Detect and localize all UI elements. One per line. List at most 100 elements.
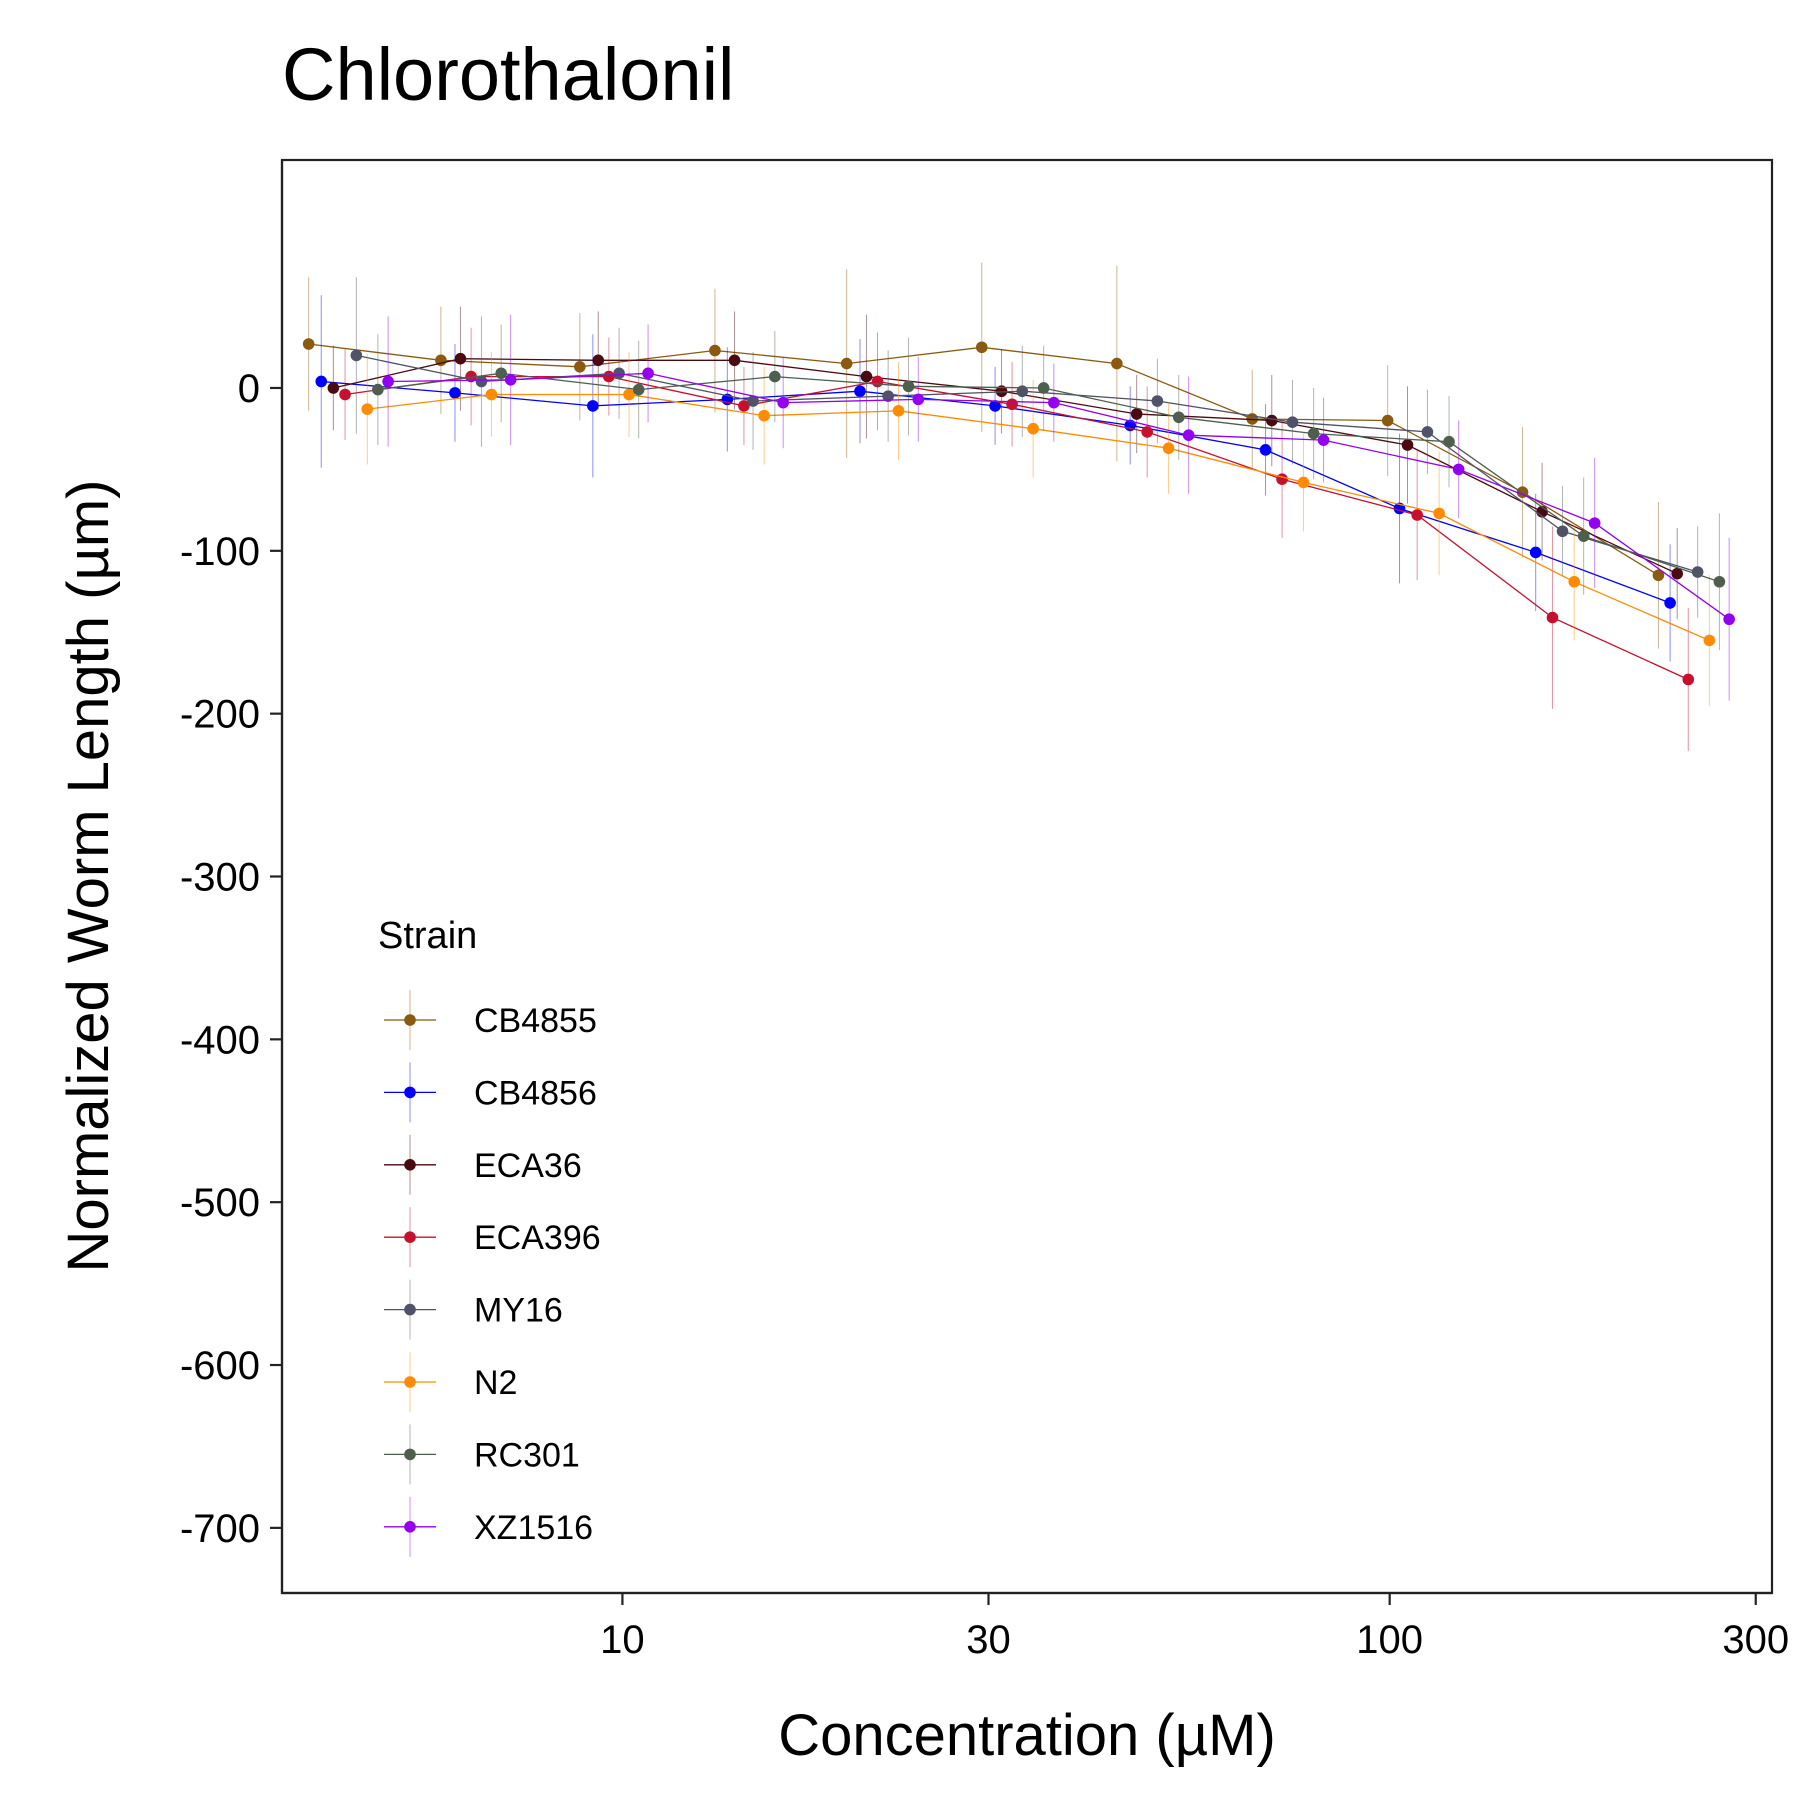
data-point xyxy=(1713,575,1726,588)
data-point xyxy=(892,404,905,417)
data-point xyxy=(435,354,447,367)
legend-item-xz1516: XZ1516 xyxy=(384,1496,593,1557)
legend-label: RC301 xyxy=(474,1436,580,1474)
legend-item-cb4856: CB4856 xyxy=(384,1062,597,1123)
data-point xyxy=(989,400,1001,412)
series-line xyxy=(345,375,1689,681)
legend-point-key xyxy=(404,1086,416,1099)
data-point xyxy=(350,349,363,362)
data-point xyxy=(485,388,498,401)
data-point xyxy=(1286,416,1299,428)
data-point xyxy=(1141,426,1153,438)
data-point xyxy=(449,387,461,399)
data-point xyxy=(995,385,1008,398)
data-point xyxy=(1411,509,1423,521)
legend-label: ECA36 xyxy=(474,1147,582,1185)
y-tick-label: -400 xyxy=(180,1018,260,1062)
y-tick-label: -200 xyxy=(180,693,260,737)
data-point xyxy=(613,367,625,380)
data-point xyxy=(1037,382,1050,394)
series-line xyxy=(321,380,1671,604)
data-point xyxy=(623,388,635,401)
series-layer xyxy=(302,262,1735,752)
x-tick-label: 100 xyxy=(1356,1618,1423,1662)
data-point xyxy=(372,383,384,396)
data-point xyxy=(1529,546,1542,559)
legend-item-rc301: RC301 xyxy=(384,1424,580,1485)
legend-label: N2 xyxy=(474,1364,517,1402)
data-point xyxy=(382,375,394,388)
legend-item-n2: N2 xyxy=(384,1352,517,1412)
legend-point-key xyxy=(404,1231,416,1243)
data-point xyxy=(1652,569,1665,582)
data-point xyxy=(1259,444,1272,456)
series-rc301 xyxy=(372,324,1726,651)
data-point xyxy=(1006,398,1018,411)
data-point xyxy=(1172,411,1185,424)
data-point xyxy=(1443,435,1455,448)
legend-label: XZ1516 xyxy=(474,1509,593,1547)
data-point xyxy=(587,400,599,412)
data-point xyxy=(1671,567,1683,580)
data-point xyxy=(339,388,351,401)
legend-label: CB4855 xyxy=(474,1002,597,1040)
data-point xyxy=(758,409,770,422)
data-point xyxy=(1546,611,1559,624)
y-tick-label: -500 xyxy=(180,1181,260,1225)
data-point xyxy=(315,375,328,388)
legend-item-my16: MY16 xyxy=(384,1279,563,1340)
data-point xyxy=(1664,597,1676,609)
data-point xyxy=(632,383,645,396)
legend-label: MY16 xyxy=(474,1292,563,1330)
y-tick-label: -600 xyxy=(180,1344,260,1388)
data-point xyxy=(1265,414,1278,427)
x-axis: 10 30 100 300 xyxy=(282,1591,1789,1662)
data-point xyxy=(1682,673,1695,686)
data-point xyxy=(747,395,759,407)
series-xz1516 xyxy=(382,314,1735,701)
data-point xyxy=(1111,357,1123,370)
data-point xyxy=(854,385,866,398)
data-point xyxy=(1588,517,1601,529)
x-tick-label: 10 xyxy=(600,1618,645,1662)
data-point xyxy=(454,352,467,365)
y-tick-label: -100 xyxy=(180,530,260,574)
legend-point-key xyxy=(404,1014,416,1026)
data-point xyxy=(871,375,884,388)
data-point xyxy=(504,374,517,386)
data-point xyxy=(1421,426,1434,438)
data-point xyxy=(1130,408,1143,420)
data-point xyxy=(1381,414,1394,427)
y-axis-title: Normalized Worm Length (µm) xyxy=(56,480,121,1273)
data-point xyxy=(1048,396,1060,409)
series-cb4856 xyxy=(315,295,1676,662)
data-point xyxy=(975,341,988,354)
series-n2 xyxy=(361,352,1716,706)
data-point xyxy=(361,403,374,415)
data-point xyxy=(603,370,615,383)
y-axis: 0 -100 -200 -300 -400 -500 -600 -700 xyxy=(180,160,284,1593)
data-point xyxy=(1433,507,1445,520)
chart-title: Chlorothalonil xyxy=(282,33,735,116)
legend-point-key xyxy=(404,1159,416,1171)
data-point xyxy=(1577,530,1590,542)
data-point xyxy=(1703,634,1716,647)
legend-point-key xyxy=(404,1448,416,1461)
data-point xyxy=(302,338,315,350)
legend-point-key xyxy=(404,1521,416,1533)
data-point xyxy=(1276,473,1288,485)
data-point xyxy=(592,354,605,367)
data-point xyxy=(860,370,873,383)
legend-point-key xyxy=(404,1303,416,1316)
data-point xyxy=(574,361,586,373)
data-point xyxy=(1151,395,1164,407)
data-point xyxy=(882,390,894,402)
data-point xyxy=(1317,434,1330,446)
data-point xyxy=(1723,613,1735,626)
data-point xyxy=(1556,525,1569,538)
data-point xyxy=(1568,575,1581,588)
y-tick-label: 0 xyxy=(238,367,260,411)
legend: Strain CB4855 CB4856 ECA36 ECA396 MY16 N2 RC30… xyxy=(378,915,601,1557)
